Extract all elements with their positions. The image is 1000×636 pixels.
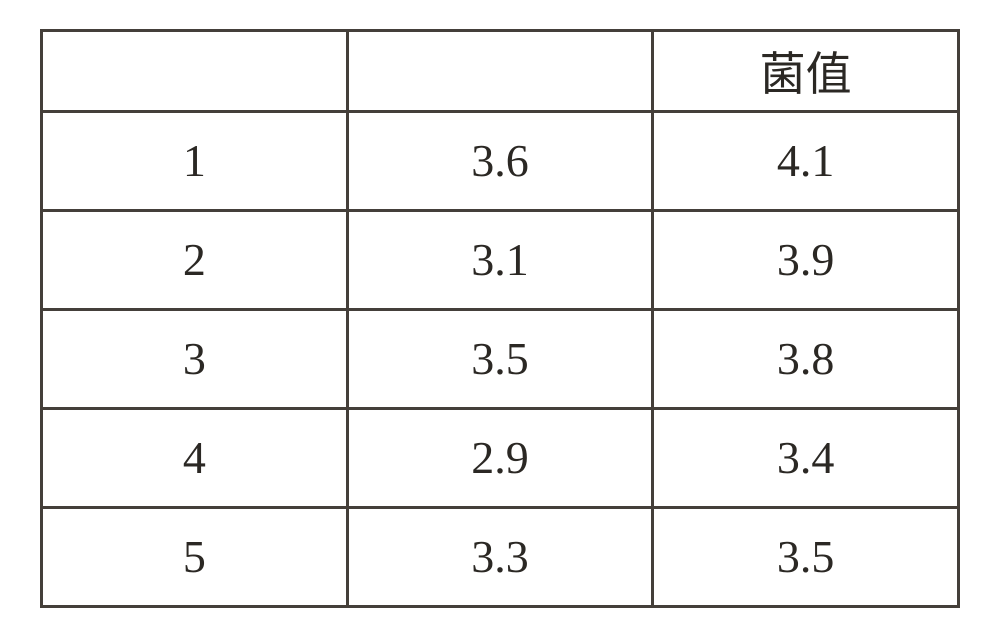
data-table-container: 菌值 1 3.6 4.1 2 3.1 3.9 3 3.5 3.8 4 2.9 3… bbox=[40, 29, 960, 608]
table-header-row: 菌值 bbox=[42, 30, 959, 111]
table-cell: 3.4 bbox=[653, 408, 959, 507]
table-cell: 3.9 bbox=[653, 210, 959, 309]
table-row: 3 3.5 3.8 bbox=[42, 309, 959, 408]
table-cell: 3 bbox=[42, 309, 348, 408]
table-cell: 3.1 bbox=[347, 210, 653, 309]
table-row: 1 3.6 4.1 bbox=[42, 111, 959, 210]
header-cell bbox=[42, 30, 348, 111]
table-cell: 3.5 bbox=[347, 309, 653, 408]
header-cell: 菌值 bbox=[653, 30, 959, 111]
table-row: 4 2.9 3.4 bbox=[42, 408, 959, 507]
header-cell bbox=[347, 30, 653, 111]
table-cell: 4.1 bbox=[653, 111, 959, 210]
table-cell: 3.5 bbox=[653, 507, 959, 606]
table-cell: 2 bbox=[42, 210, 348, 309]
table-row: 2 3.1 3.9 bbox=[42, 210, 959, 309]
table-cell: 2.9 bbox=[347, 408, 653, 507]
table-cell: 3.3 bbox=[347, 507, 653, 606]
table-row: 5 3.3 3.5 bbox=[42, 507, 959, 606]
table-cell: 5 bbox=[42, 507, 348, 606]
table-cell: 1 bbox=[42, 111, 348, 210]
table-cell: 3.6 bbox=[347, 111, 653, 210]
table-cell: 4 bbox=[42, 408, 348, 507]
table-cell: 3.8 bbox=[653, 309, 959, 408]
data-table: 菌值 1 3.6 4.1 2 3.1 3.9 3 3.5 3.8 4 2.9 3… bbox=[40, 29, 960, 608]
